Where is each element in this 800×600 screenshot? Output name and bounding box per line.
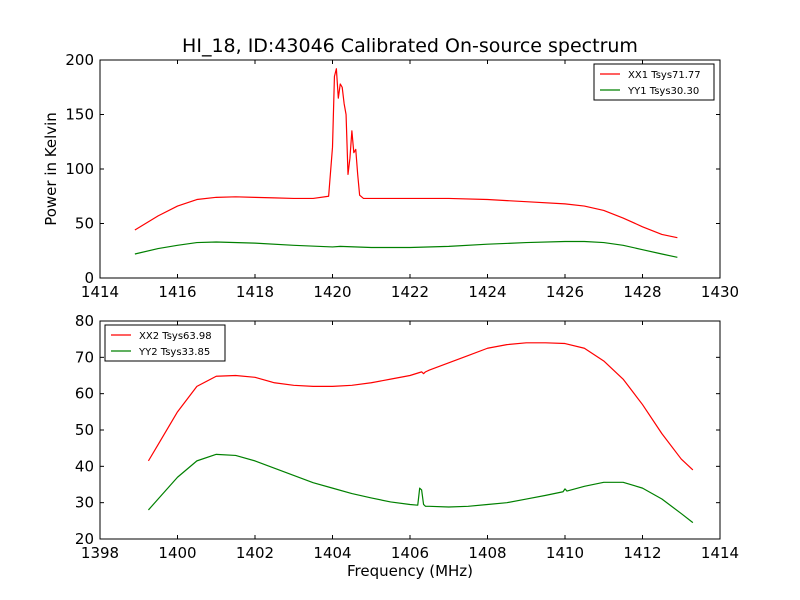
x-tick-label: 1408 [468, 544, 506, 562]
y-tick-label: 200 [65, 51, 94, 69]
legend-box [593, 63, 715, 101]
x-tick-label: 1430 [701, 283, 739, 301]
x-axis-label: Frequency (MHz) [347, 562, 473, 580]
y-tick-label: 60 [75, 385, 94, 403]
legend-label: XX1 Tsys71.77 [628, 70, 701, 81]
y-tick-label: 50 [75, 421, 94, 439]
x-tick-label: 1416 [158, 283, 196, 301]
legend-box [104, 324, 226, 362]
x-tick-label: 1406 [391, 544, 429, 562]
x-tick-label: 1426 [546, 283, 584, 301]
y-tick-label: 100 [65, 160, 94, 178]
x-tick-label: 1400 [158, 544, 196, 562]
x-tick-label: 1414 [81, 283, 119, 301]
x-tick-label: 1424 [468, 283, 506, 301]
x-tick-label: 1418 [236, 283, 274, 301]
x-tick-label: 1420 [313, 283, 351, 301]
x-tick-label: 1398 [81, 544, 119, 562]
series-line-1-2 [134, 240, 678, 258]
y-tick-label: 80 [75, 312, 94, 330]
charts-group: 1414 1416 1418 1420 1422 1424 1426 1428 14300501… [42, 51, 739, 580]
legend-1: XX1 Tsys71.77 YY1 Tsys30.30 [593, 63, 715, 101]
chart-1: 1414 1416 1418 1420 1422 1424 1426 1428 1430 0 50 1… [42, 51, 739, 301]
legend-label: XX2 Tsys63.98 [139, 331, 212, 342]
y-axis-label: Power in Kelvin [42, 112, 60, 226]
x-tick-label: 1404 [313, 544, 351, 562]
y-tick-label: 40 [75, 457, 94, 475]
legend-label: YY1 Tsys30.30 [627, 86, 699, 97]
y-tick-label: 150 [65, 106, 94, 124]
figure-title: HI_18, ID:43046 Calibrated On-source spe… [182, 35, 638, 57]
y-tick-label: 70 [75, 348, 94, 366]
y-tick-label: 50 [75, 215, 94, 233]
x-tick-label: 1410 [546, 544, 584, 562]
series-line-1-1 [134, 68, 678, 239]
y-tick-label: 30 [75, 494, 94, 512]
x-tick-label: 1414 [701, 544, 739, 562]
legend-label: YY2 Tsys33.85 [138, 347, 210, 358]
x-tick-label: 1422 [391, 283, 429, 301]
legend-2: XX2 Tsys63.98 YY2 Tsys33.85 [104, 324, 226, 362]
chart-2: 1398 1400 1402 1404 1406 1408 1410 1412 1414 20 30… [75, 312, 739, 580]
y-tick-label: 20 [75, 530, 94, 548]
y-tick-label: 0 [84, 269, 94, 287]
x-tick-label: 1402 [236, 544, 274, 562]
series-line-2-1 [147, 342, 694, 471]
series-line-2-2 [147, 453, 694, 524]
x-tick-label: 1412 [623, 544, 661, 562]
x-tick-label: 1428 [623, 283, 661, 301]
